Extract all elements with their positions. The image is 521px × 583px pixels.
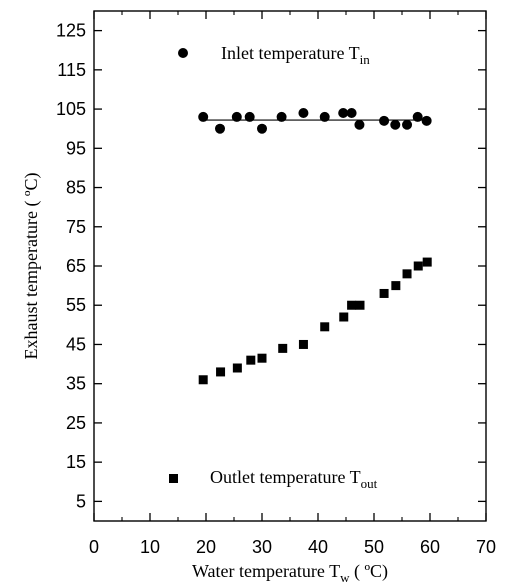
y-tick-label: 105 — [56, 99, 86, 119]
outlet-data-point — [339, 312, 349, 322]
outlet-data-point — [198, 375, 208, 385]
outlet-data-point — [232, 363, 242, 373]
outlet-data-point — [413, 261, 423, 271]
y-tick-label: 115 — [57, 60, 86, 80]
y-tick-label: 5 — [76, 491, 86, 511]
outlet-data-point — [391, 281, 401, 291]
y-axis-tick-labels: 5 15 25 35 45 55 65 75 85 95 105 115 125 — [56, 21, 86, 512]
y-axis-ticks — [94, 29, 486, 503]
inlet-data-point — [338, 108, 349, 118]
legend-circle-marker — [178, 48, 188, 58]
y-axis-title: Exhaust temperature ( ºC) — [21, 172, 42, 359]
inlet-data-point — [215, 123, 225, 134]
x-tick-label: 60 — [420, 537, 440, 557]
inlet-data-point — [412, 111, 423, 122]
inlet-data-point — [421, 115, 432, 126]
x-tick-label: 0 — [89, 537, 99, 557]
legend-inlet-label: Inlet temperature Tin — [221, 43, 370, 67]
inlet-data-point — [231, 111, 242, 122]
outlet-data-point — [216, 367, 226, 377]
x-axis-title: Water temperature Tw ( ºC) — [192, 561, 388, 583]
data-points — [198, 108, 432, 385]
outlet-data-point — [257, 353, 267, 363]
y-tick-label: 55 — [66, 295, 86, 315]
outlet-data-point — [379, 288, 389, 298]
x-tick-label: 70 — [476, 537, 496, 557]
outlet-data-point — [402, 269, 412, 279]
inlet-data-point — [354, 119, 365, 130]
x-tick-label: 20 — [196, 537, 216, 557]
y-tick-label: 25 — [66, 413, 86, 433]
y-tick-label: 125 — [56, 21, 86, 41]
inlet-data-point — [257, 123, 267, 134]
y-tick-label: 65 — [66, 256, 86, 276]
inlet-data-point — [298, 108, 309, 118]
inlet-data-point — [402, 119, 413, 130]
outlet-data-point — [246, 355, 256, 365]
inlet-data-point — [198, 111, 209, 122]
outlet-data-point — [298, 339, 308, 349]
y-tick-label: 95 — [66, 138, 86, 158]
x-tick-label: 30 — [252, 537, 272, 557]
outlet-data-point — [347, 300, 357, 310]
x-tick-label: 40 — [308, 537, 328, 557]
x-tick-label: 50 — [364, 537, 384, 557]
outlet-data-point — [278, 343, 288, 353]
inlet-data-point — [244, 111, 255, 122]
inlet-data-point — [319, 111, 330, 122]
legend-outlet-label: Outlet temperature Tout — [210, 467, 378, 491]
outlet-data-point — [422, 257, 432, 267]
x-axis-ticks — [93, 11, 487, 521]
x-axis-tick-labels: 0 10 20 30 40 50 60 70 — [89, 537, 496, 557]
outlet-data-point — [320, 322, 330, 332]
legend-outlet: Outlet temperature Tout — [169, 467, 378, 491]
inlet-data-point — [390, 119, 401, 130]
outlet-data-point — [355, 300, 365, 310]
x-tick-label: 10 — [140, 537, 160, 557]
inlet-data-point — [276, 111, 287, 122]
y-tick-label: 75 — [66, 217, 86, 237]
inlet-data-point — [379, 115, 390, 126]
y-tick-label: 35 — [66, 374, 86, 394]
inlet-data-point — [346, 108, 357, 118]
legend-inlet: Inlet temperature Tin — [178, 43, 370, 67]
y-tick-label: 45 — [66, 334, 86, 354]
legend-square-marker — [169, 474, 178, 483]
y-tick-label: 15 — [66, 452, 86, 472]
y-tick-label: 85 — [66, 178, 86, 198]
